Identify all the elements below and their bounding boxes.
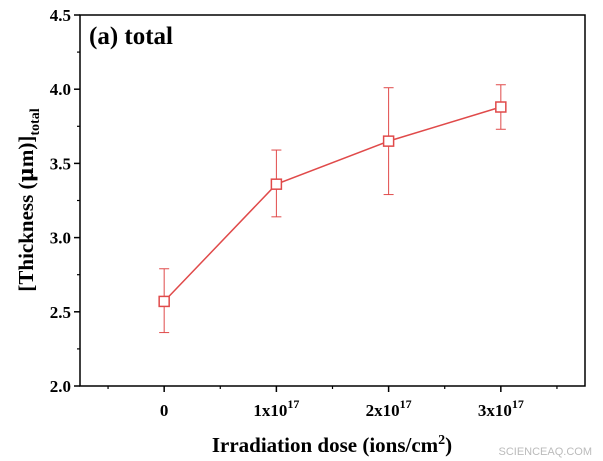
- x-axis-title-main: Irradiation dose (ions/cm: [212, 433, 439, 457]
- x-tick-label: 2x1017: [366, 397, 412, 420]
- x-tick-label: 0: [160, 401, 169, 420]
- y-tick-label: 3.5: [50, 154, 71, 173]
- x-axis-title-sup: 2: [438, 433, 445, 448]
- x-axis-title: Irradiation dose (ions/cm2): [212, 433, 452, 457]
- data-point-marker: [158, 295, 170, 308]
- y-tick-label: 4.0: [50, 80, 71, 99]
- series-line: [163, 106, 502, 302]
- y-tick-label: 2.0: [50, 377, 71, 396]
- y-tick-label: 3.0: [50, 229, 71, 248]
- x-tick-label-main: 3x10: [478, 401, 512, 420]
- x-tick-label-main: 1x10: [253, 401, 287, 420]
- y-tick-label: 2.5: [50, 303, 71, 322]
- watermark: SCIENCEAQ.COM: [498, 446, 592, 458]
- y-tick-label: 4.5: [50, 6, 71, 25]
- plot-frame: [79, 14, 586, 387]
- panel-label: (a) total: [89, 23, 173, 50]
- x-tick-label-main: 2x10: [366, 401, 400, 420]
- y-axis-title: [Thickness (μm)]total: [13, 108, 43, 291]
- data-point-marker: [495, 101, 507, 113]
- data-point-marker: [270, 178, 283, 190]
- ticks-layer: 2.02.53.03.54.04.50 1x1017 2x1017 3x1017: [50, 6, 558, 420]
- y-axis-title-unit: m)]: [14, 136, 38, 167]
- data-point-marker: [382, 135, 395, 147]
- y-axis-title-mu: μ: [13, 167, 38, 182]
- x-tick-label: 3x1017: [478, 397, 524, 420]
- x-tick-label-exponent: 17: [400, 397, 412, 411]
- x-tick-label-main: 0: [160, 401, 169, 420]
- x-tick-label-exponent: 17: [287, 397, 299, 411]
- x-tick-label: 1x1017: [253, 397, 299, 420]
- y-axis-title-sub: total: [28, 108, 43, 135]
- y-axis-title-main: [Thickness (: [14, 182, 38, 291]
- x-tick-label-exponent: 17: [512, 397, 524, 411]
- x-axis-title-end: ): [445, 433, 452, 457]
- marks-layer: [158, 84, 507, 334]
